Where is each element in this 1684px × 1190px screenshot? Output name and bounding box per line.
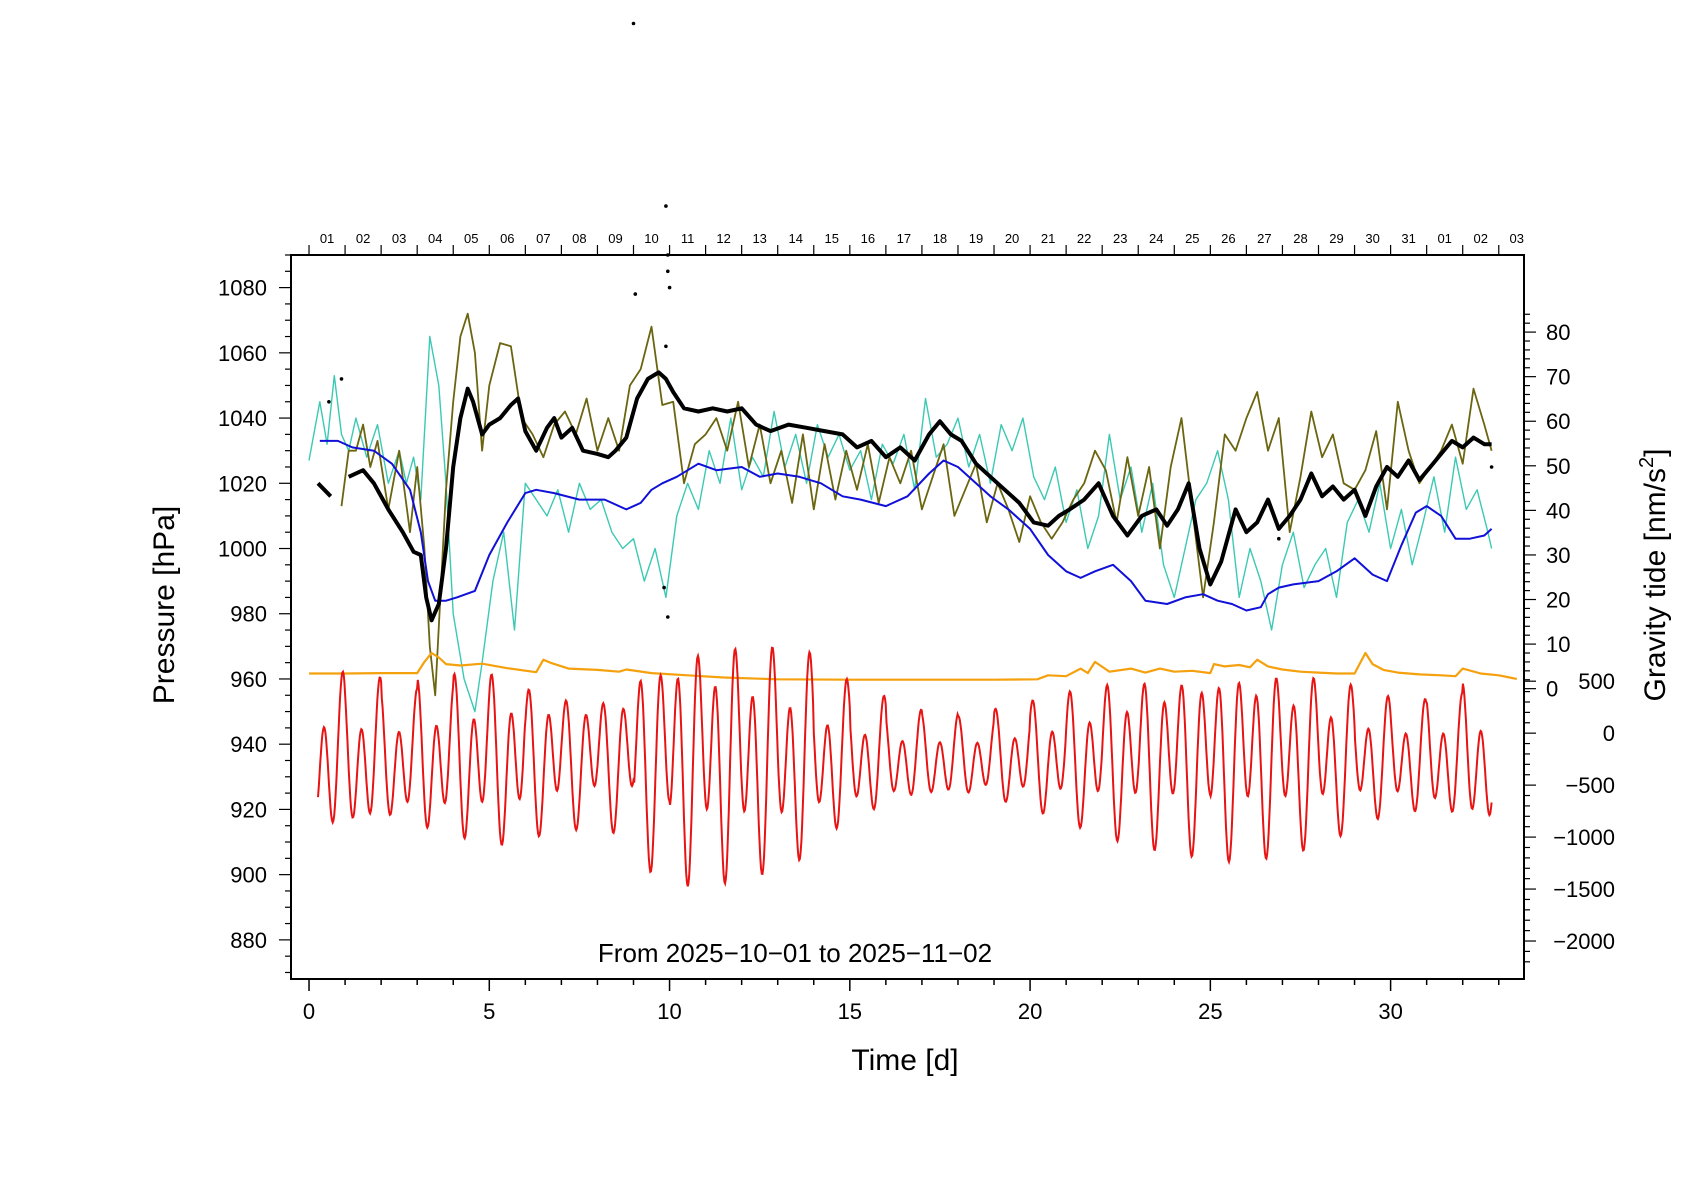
day-label: 14 bbox=[789, 231, 803, 246]
day-label: 07 bbox=[536, 231, 550, 246]
y-left-tick-label: 900 bbox=[230, 863, 267, 888]
x-tick-label: 25 bbox=[1198, 999, 1222, 1024]
y-right-bottom-tick-label: −1000 bbox=[1553, 825, 1615, 850]
day-label: 05 bbox=[464, 231, 478, 246]
y-right-top-tick-label: 70 bbox=[1546, 365, 1570, 390]
day-label: 06 bbox=[500, 231, 514, 246]
day-label: 21 bbox=[1041, 231, 1055, 246]
series-line-pressure-blue bbox=[319, 439, 1493, 612]
y-right-bottom-tick-label: −2000 bbox=[1553, 929, 1615, 954]
day-label: 23 bbox=[1113, 231, 1127, 246]
day-label: 30 bbox=[1365, 231, 1379, 246]
y-right-bottom-tick-label: −1500 bbox=[1553, 877, 1615, 902]
day-label: 20 bbox=[1005, 231, 1019, 246]
scatter-point bbox=[664, 344, 668, 349]
day-label: 02 bbox=[356, 231, 370, 246]
x-tick-label: 5 bbox=[483, 999, 495, 1024]
day-label: 29 bbox=[1329, 231, 1343, 246]
x-axis-title: Time [d] bbox=[851, 1044, 958, 1077]
day-label: 12 bbox=[716, 231, 730, 246]
scatter-point bbox=[1489, 465, 1494, 469]
scatter-point bbox=[633, 292, 638, 296]
y-right-top-tick-label: 60 bbox=[1546, 409, 1570, 434]
scatter-point bbox=[339, 377, 344, 381]
x-tick-label: 10 bbox=[657, 999, 681, 1024]
day-label: 25 bbox=[1185, 231, 1199, 246]
y-right-top-tick-label: 0 bbox=[1546, 677, 1558, 702]
scatter-point bbox=[664, 204, 668, 208]
day-label: 03 bbox=[392, 231, 406, 246]
y-axis-left-title: Pressure [hPa] bbox=[148, 506, 181, 704]
y-left-tick-label: 1080 bbox=[218, 276, 267, 301]
x-tick-label: 0 bbox=[303, 999, 315, 1024]
day-label: 08 bbox=[572, 231, 586, 246]
y-left-tick-label: 1020 bbox=[218, 471, 267, 496]
day-label: 04 bbox=[428, 231, 442, 246]
scatter-point bbox=[666, 269, 670, 274]
day-label: 15 bbox=[825, 231, 839, 246]
scatter-point bbox=[327, 400, 331, 404]
day-label: 24 bbox=[1149, 231, 1163, 246]
day-label: 27 bbox=[1257, 231, 1271, 246]
day-label: 09 bbox=[608, 231, 622, 246]
y-left-tick-label: 1060 bbox=[218, 341, 267, 366]
y-right-bottom-tick-label: −500 bbox=[1565, 773, 1615, 798]
y-right-top-tick-label: 10 bbox=[1546, 632, 1570, 657]
y-right-top-tick-label: 40 bbox=[1546, 498, 1570, 523]
y-right-top-tick-label: 50 bbox=[1546, 454, 1570, 479]
x-tick-label: 20 bbox=[1018, 999, 1042, 1024]
y-left-tick-label: 980 bbox=[230, 602, 267, 627]
day-label: 17 bbox=[897, 231, 911, 246]
day-label: 02 bbox=[1474, 231, 1488, 246]
scatter-point bbox=[666, 615, 670, 619]
y-right-bottom-tick-label: 0 bbox=[1603, 721, 1615, 746]
y-left-tick-label: 920 bbox=[230, 797, 267, 822]
day-label: 01 bbox=[1437, 231, 1451, 246]
scatter-point bbox=[662, 585, 666, 590]
y-right-top-tick-label: 80 bbox=[1546, 320, 1570, 345]
scatter-point bbox=[631, 21, 636, 26]
y-right-top-tick-label: 30 bbox=[1546, 543, 1570, 568]
y-right-top-tick-label: 20 bbox=[1546, 588, 1570, 613]
series-line-pressure-teal bbox=[308, 335, 1493, 713]
y-left-tick-label: 1040 bbox=[218, 406, 267, 431]
series-line-gravity-orange bbox=[309, 651, 1518, 681]
x-tick-label: 15 bbox=[838, 999, 862, 1024]
y-right-bottom-tick-label: 500 bbox=[1578, 669, 1615, 694]
y-axis-right-title: Gravity tide [nm/s2] bbox=[1636, 449, 1672, 702]
day-label: 03 bbox=[1510, 231, 1524, 246]
scatter-point bbox=[1277, 536, 1281, 541]
day-label: 22 bbox=[1077, 231, 1091, 246]
y-axis-right-title-main: Gravity tide [nm/s bbox=[1639, 468, 1672, 701]
series-line-gravity-red bbox=[317, 646, 1493, 888]
y-left-tick-label: 1000 bbox=[218, 537, 267, 562]
day-label: 01 bbox=[320, 231, 334, 246]
day-label: 16 bbox=[861, 231, 875, 246]
chart-caption: From 2025−10−01 to 2025−11−02 bbox=[598, 938, 992, 968]
y-left-tick-label: 880 bbox=[230, 928, 267, 953]
day-label: 19 bbox=[969, 231, 983, 246]
y-left-tick-label: 940 bbox=[230, 732, 267, 757]
day-label: 26 bbox=[1221, 231, 1235, 246]
day-label: 28 bbox=[1293, 231, 1307, 246]
day-label: 31 bbox=[1401, 231, 1415, 246]
scatter-point bbox=[667, 285, 672, 290]
day-label: 13 bbox=[752, 231, 766, 246]
day-label: 10 bbox=[644, 231, 658, 246]
day-label: 11 bbox=[681, 231, 695, 246]
y-left-tick-label: 960 bbox=[230, 667, 267, 692]
day-label: 18 bbox=[933, 231, 947, 246]
y-axis-right-title-superscript: 2 bbox=[1636, 457, 1658, 468]
x-tick-label: 30 bbox=[1378, 999, 1402, 1024]
y-axis-right-title-end: ] bbox=[1639, 449, 1672, 457]
series-layer bbox=[308, 21, 1518, 888]
series-line-pressure-black bbox=[316, 370, 1492, 623]
